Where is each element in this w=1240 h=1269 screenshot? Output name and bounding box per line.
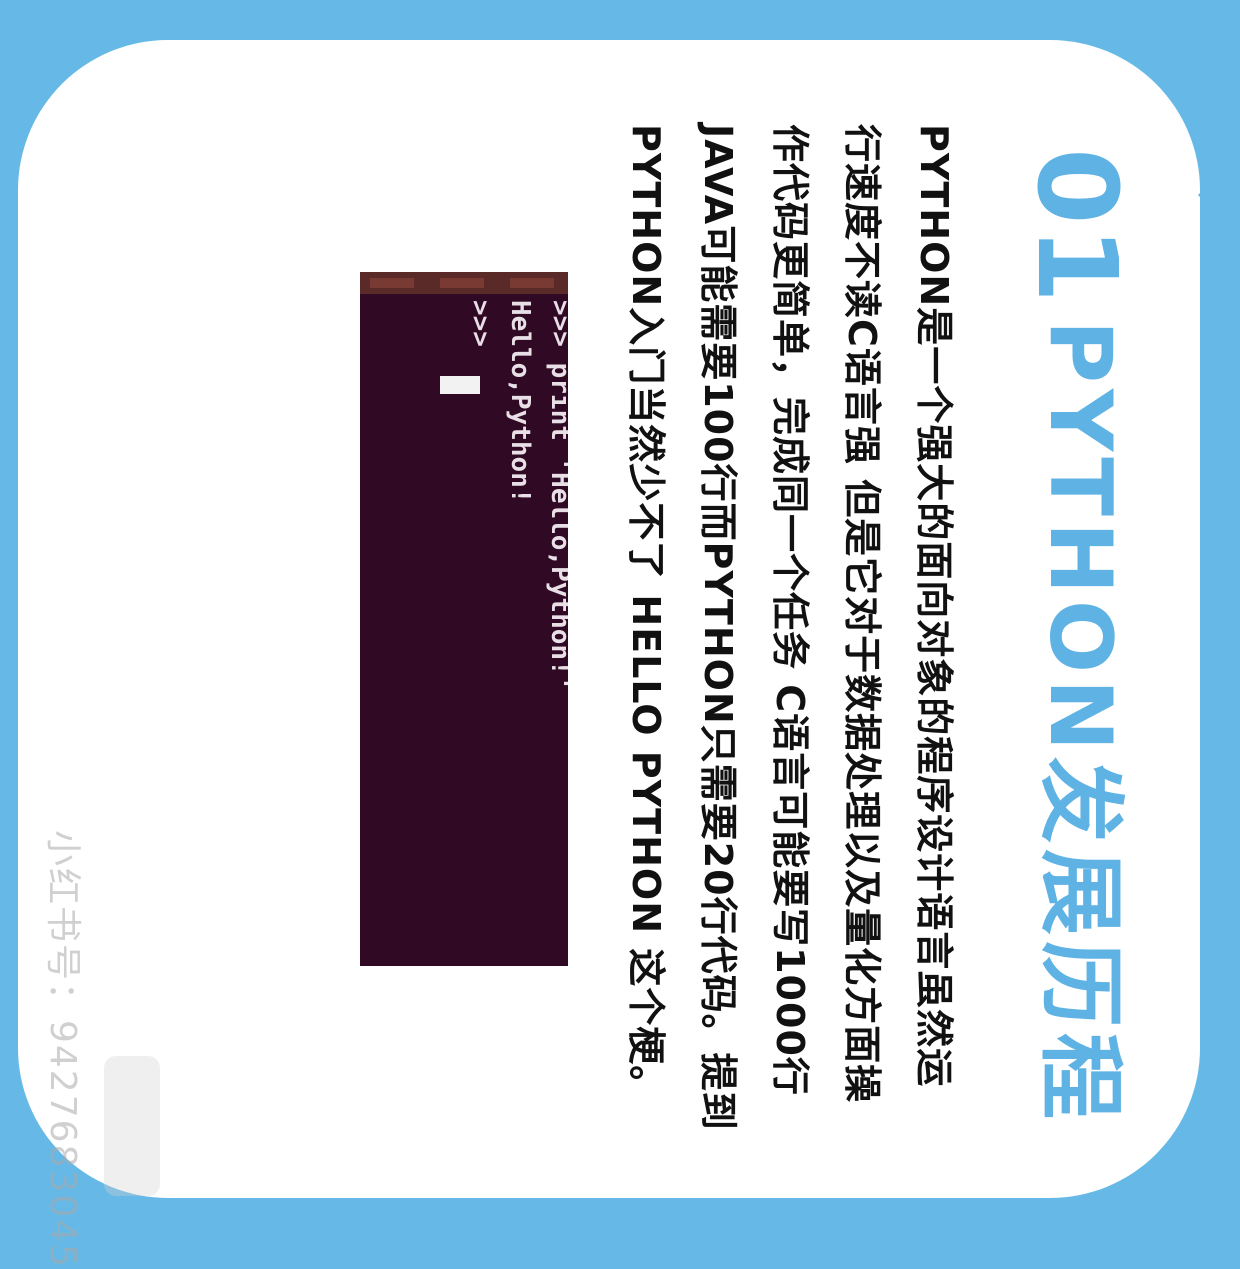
terminal-cursor (440, 376, 480, 394)
terminal-line: >>> print 'Hello,Python!' (545, 300, 568, 692)
watermark-logo (104, 1056, 160, 1196)
titlebar-segment (510, 278, 554, 288)
titlebar-segment (370, 278, 414, 288)
terminal-line: Hello,Python! (505, 300, 535, 504)
paragraph-line: 行速度不读C语言强 但是它对于数据处理以及量化方面操 (840, 124, 884, 1104)
content-card (18, 40, 1200, 1198)
terminal-line: >>> (465, 300, 495, 363)
paragraph-line: 作代码更简单，完成同一个任务 C语言可能要写1000行 (768, 124, 812, 1096)
paragraph-line: JAVA可能需要100行而PYTHON只需要20行代码。提到 (696, 124, 740, 1131)
section-title: PYTHON发展历程 (1030, 320, 1130, 1126)
terminal-output: >>> print 'Hello,Python!' Hello,Python! >>… (460, 300, 568, 691)
terminal-screenshot: >>> print 'Hello,Python!' Hello,Python! >>… (360, 272, 568, 966)
titlebar-segment (440, 278, 484, 288)
section-number: 01 (1013, 148, 1141, 306)
rotated-content: 01 PYTHON发展历程 PYTHON是一个强大的面向对象的程序设计语言虽然运… (42, 124, 1141, 1269)
paragraph-line: PYTHON是一个强大的面向对象的程序设计语言虽然运 (912, 124, 956, 1088)
paragraph-line: PYTHON入门当然少不了 HELLO PYTHON 这个梗。 (624, 124, 668, 1105)
terminal-titlebar (360, 272, 568, 294)
watermark-text: 小红书号：9427683045 (42, 830, 83, 1269)
